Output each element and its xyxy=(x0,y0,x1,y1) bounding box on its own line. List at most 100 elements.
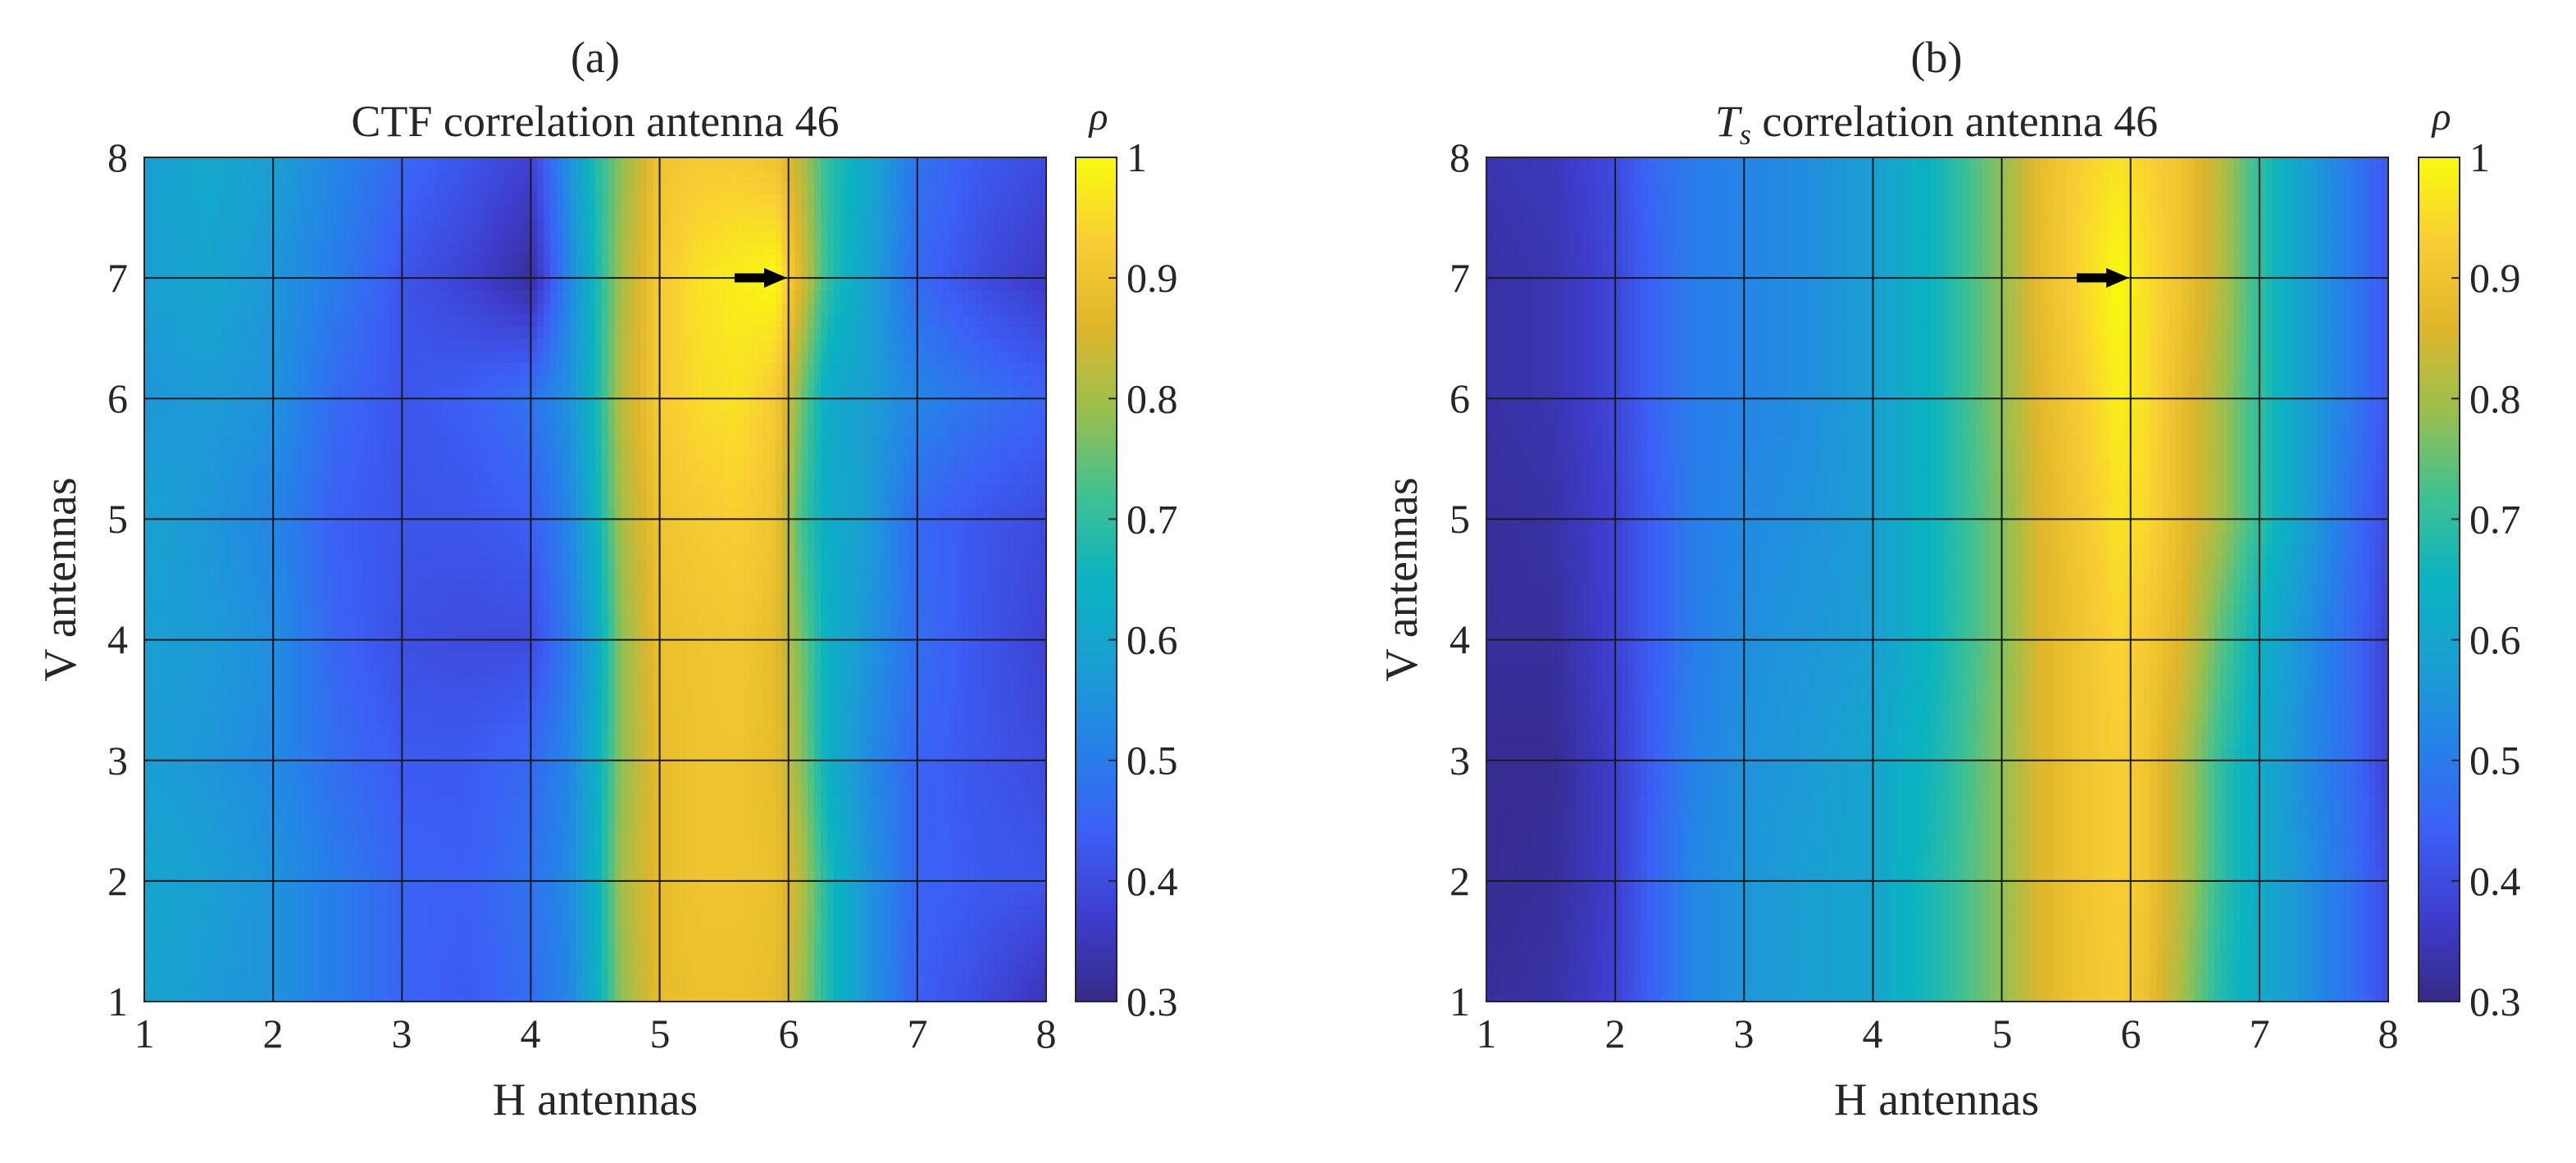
heatmap-cell xyxy=(840,772,848,785)
heatmap-cell xyxy=(253,591,262,605)
heatmap-cell xyxy=(826,796,835,810)
heatmap-cell xyxy=(981,616,990,629)
heatmap-cell xyxy=(350,652,358,665)
heatmap-cell xyxy=(634,784,641,797)
heatmap-cell xyxy=(872,880,880,894)
heatmap-cell xyxy=(685,880,693,894)
heatmap-cell xyxy=(312,941,319,954)
heatmap-cell xyxy=(1001,664,1008,677)
heatmap-cell xyxy=(440,880,448,894)
heatmap-cell xyxy=(749,917,758,930)
heatmap-cell xyxy=(691,965,699,979)
heatmap-cell xyxy=(930,929,938,943)
heatmap-cell xyxy=(247,591,255,605)
heatmap-cell xyxy=(498,844,506,858)
heatmap-cell xyxy=(544,603,551,616)
heatmap-cell xyxy=(157,760,165,774)
heatmap-cell xyxy=(846,833,854,846)
heatmap-cell xyxy=(363,784,371,797)
heatmap-cell xyxy=(826,736,835,749)
heatmap-cell xyxy=(1013,856,1022,870)
heatmap-cell xyxy=(350,856,358,870)
panel-a-heatmap xyxy=(144,157,1046,1002)
heatmap-cell xyxy=(923,603,931,616)
heatmap-cell xyxy=(968,820,976,834)
heatmap-cell xyxy=(298,760,307,774)
heatmap-cell xyxy=(698,675,706,689)
heatmap-cell xyxy=(962,784,970,797)
heatmap-cell xyxy=(447,579,454,593)
heatmap-cell xyxy=(247,772,255,785)
heatmap-cell xyxy=(833,772,841,785)
heatmap-cell xyxy=(923,664,931,677)
heatmap-cell xyxy=(325,808,332,822)
heatmap-cell xyxy=(550,711,558,725)
heatmap-cell xyxy=(1033,833,1040,846)
heatmap-cell xyxy=(762,833,770,846)
heatmap-cell xyxy=(312,760,319,774)
heatmap-cell xyxy=(157,688,165,701)
heatmap-cell xyxy=(524,844,532,858)
heatmap-cell xyxy=(840,929,848,943)
heatmap-cell xyxy=(640,664,648,677)
heatmap-cell xyxy=(885,760,893,774)
heatmap-cell xyxy=(402,603,409,616)
heatmap-cell xyxy=(640,917,648,930)
heatmap-cell xyxy=(756,977,764,991)
heatmap-cell xyxy=(421,675,429,689)
heatmap-cell xyxy=(1007,700,1015,713)
heatmap-cell xyxy=(788,616,796,629)
heatmap-cell xyxy=(666,893,674,906)
heatmap-cell xyxy=(240,627,248,641)
heatmap-cell xyxy=(550,748,558,761)
heatmap-cell xyxy=(853,856,860,870)
heatmap-cell xyxy=(157,736,165,749)
heatmap-cell xyxy=(627,748,635,761)
heatmap-cell xyxy=(808,977,815,991)
heatmap-cell xyxy=(646,917,654,930)
heatmap-cell xyxy=(826,953,835,966)
heatmap-cell xyxy=(260,953,268,966)
heatmap-cell xyxy=(415,917,422,930)
heatmap-cell xyxy=(163,760,171,774)
heatmap-cell xyxy=(183,953,190,966)
heatmap-cell xyxy=(866,760,873,774)
heatmap-cell xyxy=(582,652,589,665)
heatmap-cell xyxy=(640,989,648,1002)
heatmap-cell xyxy=(157,627,165,641)
heatmap-cell xyxy=(427,989,435,1002)
heatmap-cell xyxy=(698,893,706,906)
heatmap-cell xyxy=(872,736,880,749)
heatmap-cell xyxy=(221,760,229,774)
heatmap-cell xyxy=(1040,700,1046,713)
heatmap-cell xyxy=(968,929,976,943)
heatmap-cell xyxy=(698,820,706,834)
heatmap-cell xyxy=(981,772,990,785)
heatmap-cell xyxy=(325,639,332,653)
heatmap-cell xyxy=(730,567,738,580)
heatmap-cell xyxy=(595,929,603,943)
heatmap-cell xyxy=(485,784,494,797)
heatmap-cell xyxy=(517,820,526,834)
heatmap-cell xyxy=(736,941,744,954)
heatmap-cell xyxy=(395,675,403,689)
heatmap-cell xyxy=(595,567,603,580)
heatmap-cell xyxy=(440,820,448,834)
heatmap-cell xyxy=(183,833,190,846)
heatmap-cell xyxy=(821,675,828,689)
heatmap-cell xyxy=(589,772,596,785)
heatmap-cell xyxy=(923,748,931,761)
heatmap-cell xyxy=(511,784,519,797)
heatmap-cell xyxy=(891,700,899,713)
heatmap-cell xyxy=(234,639,242,653)
heatmap-cell xyxy=(498,567,506,580)
heatmap-cell xyxy=(234,591,242,605)
heatmap-cell xyxy=(704,591,712,605)
heatmap-cell xyxy=(357,616,364,629)
heatmap-cell xyxy=(814,796,821,810)
heatmap-cell xyxy=(453,567,461,580)
heatmap-cell xyxy=(1007,844,1015,858)
heatmap-cell xyxy=(891,591,899,605)
heatmap-cell xyxy=(202,941,210,954)
heatmap-cell xyxy=(846,893,854,906)
